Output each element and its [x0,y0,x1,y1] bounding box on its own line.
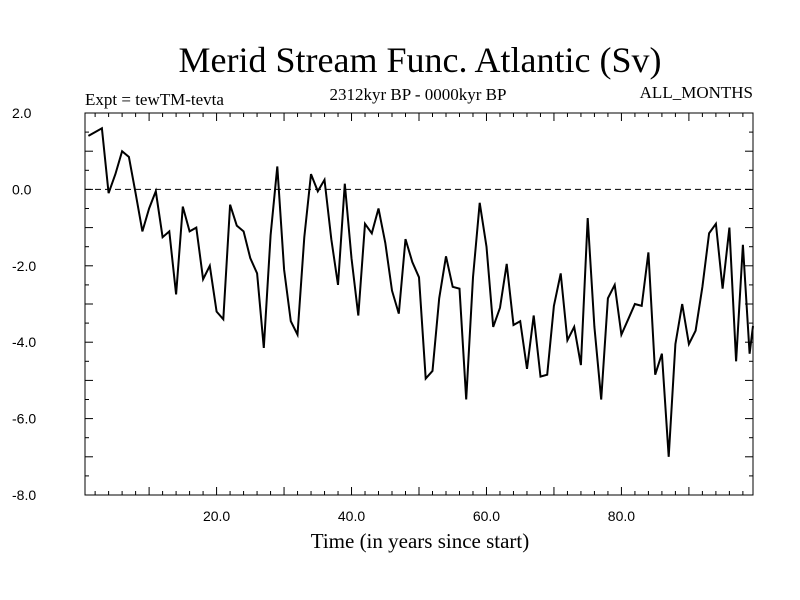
chart-title: Merid Stream Func. Atlantic (Sv) [179,40,662,80]
x-axis-tick-labels: 20.0 40.0 60.0 80.0 [203,508,635,524]
x-axis-ticks [94,113,744,495]
y-axis-tick-labels: 2.0 0.0 -2.0 -4.0 -6.0 -8.0 [12,105,36,503]
y-tick-label: -2.0 [12,258,36,274]
series-line [87,126,754,457]
x-tick-label: 20.0 [203,508,230,524]
x-tick-label: 80.0 [608,508,635,524]
y-tick-label: -8.0 [12,487,36,503]
y-tick-label: 0.0 [12,181,32,197]
y-tick-label: 2.0 [12,105,32,121]
y-tick-label: -4.0 [12,334,36,350]
x-tick-label: 60.0 [473,508,500,524]
months-label: ALL_MONTHS [640,83,753,102]
experiment-label: Expt = tewTM-tevta [85,90,224,109]
x-axis-label: Time (in years since start) [311,529,530,553]
x-tick-label: 40.0 [338,508,365,524]
y-tick-label: -6.0 [12,411,36,427]
time-range-label: 2312kyr BP - 0000kyr BP [330,85,507,104]
